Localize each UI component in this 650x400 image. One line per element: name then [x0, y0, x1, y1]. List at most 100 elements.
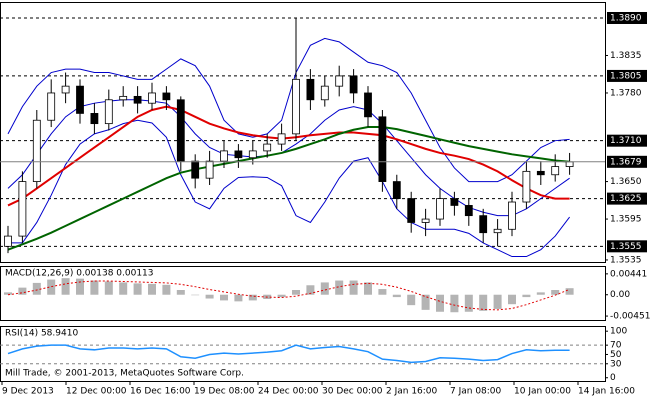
x-tick-label: 19 Dec 08:00 — [194, 387, 255, 397]
candle-body — [536, 170, 545, 176]
candle-body — [220, 150, 228, 162]
histogram-bar — [205, 294, 214, 299]
macd-title: MACD(12,26,9) 0.00138 0.00113 — [5, 269, 154, 279]
x-tick-label: 2 Jan 16:00 — [386, 387, 438, 397]
level-box — [607, 192, 647, 205]
x-tick-label: 10 Jan 00:00 — [514, 387, 571, 397]
histogram-bar — [378, 289, 387, 295]
histogram-bar — [162, 284, 171, 295]
candle-body — [119, 95, 128, 101]
y-tick-label: 100 — [610, 327, 627, 337]
indicator-line — [7, 99, 570, 217]
histogram-bar — [565, 288, 574, 295]
histogram-bar — [133, 283, 142, 295]
candle-body — [234, 150, 243, 159]
rsi-line — [7, 344, 570, 364]
main-panel — [0, 2, 606, 263]
histogram-bar — [407, 294, 416, 306]
indicator-line — [7, 126, 570, 251]
candle-body — [104, 99, 113, 125]
histogram-bar — [508, 294, 516, 305]
level-box — [607, 11, 647, 24]
level-box — [607, 240, 647, 253]
candle-body — [464, 205, 473, 217]
histogram-bar — [464, 294, 473, 312]
rsi-title: RSI(14) 58.9410 — [5, 329, 78, 339]
y-tick-label: 1.3835 — [610, 51, 642, 61]
candle-body — [292, 78, 300, 135]
histogram-bar — [436, 294, 444, 312]
candle-body — [191, 160, 200, 179]
histogram-bar — [479, 294, 488, 311]
candle-body — [4, 235, 12, 247]
y-tick-label: -0.00451 — [610, 312, 650, 322]
candle-body — [248, 150, 257, 159]
histogram-bar — [220, 294, 228, 301]
candle-body — [450, 198, 459, 206]
histogram-bar — [277, 294, 286, 298]
candle-body — [277, 133, 286, 145]
candle-body — [263, 143, 272, 152]
level-box — [607, 69, 647, 82]
histogram-bar — [392, 294, 401, 298]
candle-body — [162, 92, 171, 101]
last-price-box — [607, 155, 647, 168]
level-label: 1.3710 — [610, 136, 642, 146]
histogram-bar — [536, 292, 545, 295]
candle-body — [32, 119, 41, 182]
histogram-bar — [18, 287, 27, 295]
candle-body — [90, 113, 99, 125]
candle-body — [306, 78, 315, 101]
candle-body — [148, 92, 156, 104]
y-tick-label: 0.00 — [610, 290, 630, 300]
histogram-bar — [61, 278, 70, 295]
indicator-line — [7, 37, 570, 183]
histogram-bar — [234, 294, 243, 302]
histogram-bar — [522, 294, 531, 298]
candle-body — [551, 166, 560, 176]
level-label: 1.3555 — [610, 242, 642, 252]
x-tick-label: 7 Jan 08:00 — [450, 387, 502, 397]
x-tick-label: 12 Dec 00:00 — [66, 387, 127, 397]
histogram-bar — [551, 289, 560, 295]
histogram-bar — [119, 282, 128, 295]
histogram-bar — [32, 282, 41, 295]
histogram-bar — [450, 294, 459, 313]
candle-body — [407, 198, 416, 223]
histogram-bar — [292, 289, 300, 295]
macd-panel — [0, 266, 606, 321]
level-label: 1.3625 — [610, 194, 642, 204]
candle-body — [47, 92, 56, 121]
y-tick-label: 0 — [610, 373, 616, 383]
histogram-bar — [104, 281, 113, 295]
histogram-bar — [364, 282, 372, 295]
histogram-bar — [493, 294, 502, 309]
candle-body — [508, 201, 516, 230]
candle-body — [76, 85, 84, 114]
y-tick-label: 30 — [610, 359, 622, 369]
x-tick-label: 14 Jan 16:00 — [578, 387, 635, 397]
level-box — [607, 134, 647, 147]
candle-body — [522, 170, 531, 203]
y-tick-label: 1.3595 — [610, 215, 642, 225]
candle-body — [335, 75, 344, 87]
y-tick-label: 1.3780 — [610, 88, 642, 98]
candle-body — [349, 75, 358, 94]
candle-body — [479, 215, 488, 234]
histogram-bar — [349, 280, 358, 295]
candle-body — [18, 181, 27, 237]
candle-body — [436, 198, 444, 220]
candle-body — [364, 92, 372, 118]
y-tick-label: 70 — [610, 341, 622, 351]
y-tick-label: 0.00441 — [610, 269, 647, 279]
histogram-bar — [90, 280, 99, 295]
candle-body — [205, 160, 214, 179]
x-tick-label: 24 Dec 00:00 — [258, 387, 319, 397]
x-tick-label: 9 Dec 2013 — [2, 387, 54, 397]
candle-body — [565, 161, 574, 167]
histogram-bar — [421, 294, 430, 310]
histogram-bar — [148, 283, 156, 295]
candle-body — [133, 95, 142, 104]
histogram-bar — [320, 282, 329, 295]
candle-body — [493, 228, 502, 234]
